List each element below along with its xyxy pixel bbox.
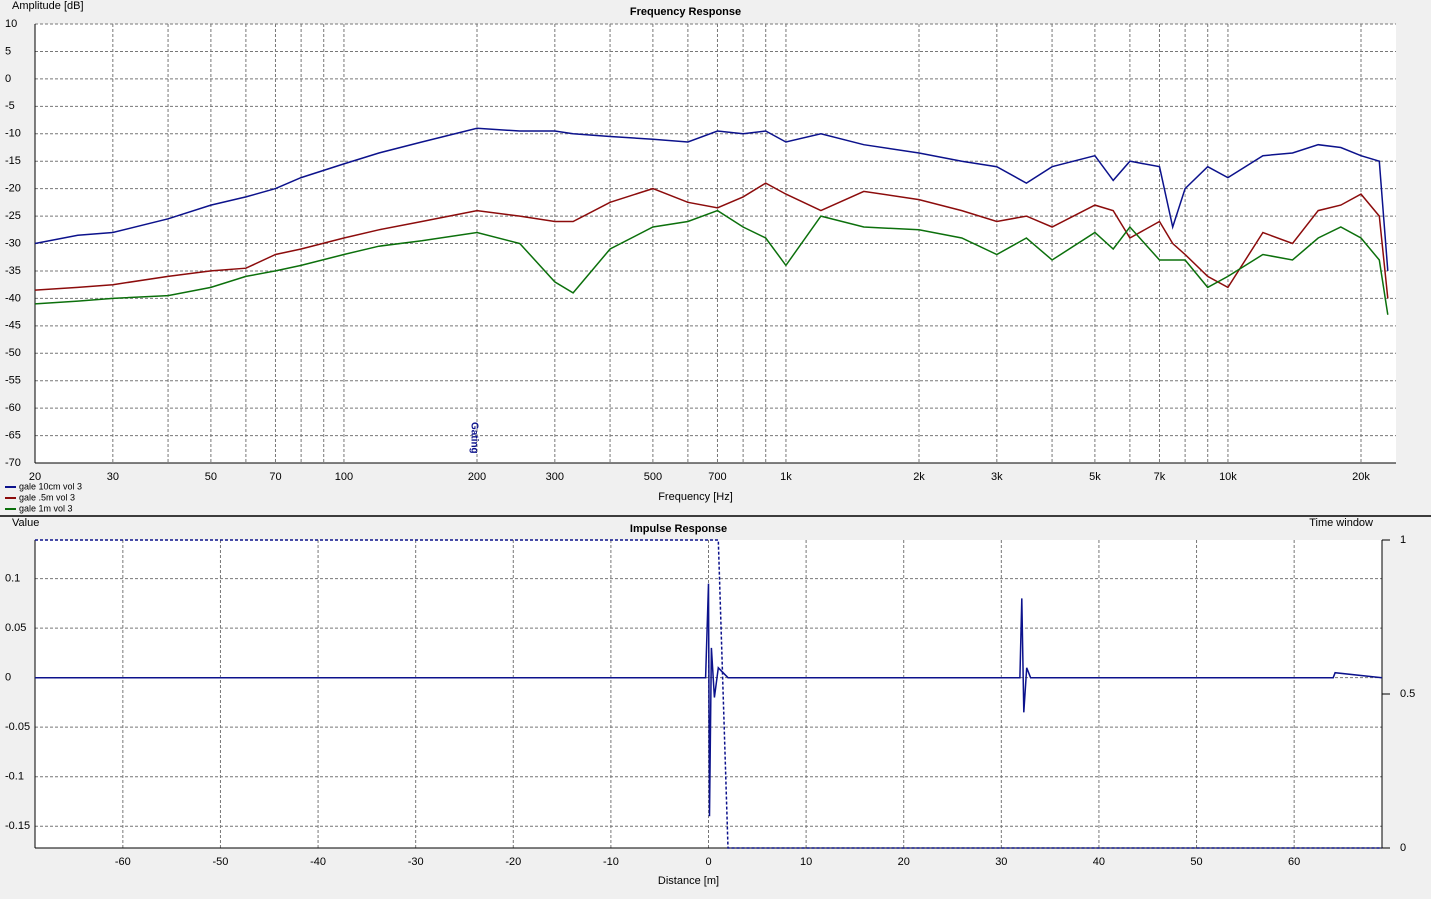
x-tick-label: 2k: [913, 471, 925, 483]
y-tick-label: 0.05: [5, 622, 26, 634]
gating-marker: Gating: [468, 422, 479, 454]
series-line: [34, 209, 1389, 315]
x-tick-label: 30: [107, 471, 119, 483]
y-axis-label: Value: [12, 517, 39, 529]
x-tick-label: 500: [644, 471, 662, 483]
y2-tick-label: 0: [1400, 842, 1406, 854]
legend-label: gale 1m vol 3: [19, 503, 73, 513]
y-tick-label: -55: [5, 375, 21, 387]
x-tick-label: -30: [408, 856, 424, 868]
x-tick-label: 1k: [780, 471, 792, 483]
x-tick-label: 10: [800, 856, 812, 868]
y-tick-label: -35: [5, 265, 21, 277]
x-axis-label: Frequency [Hz]: [658, 491, 733, 503]
x-tick-label: 0: [705, 856, 711, 868]
series-line: [34, 182, 1389, 299]
y-tick-label: -0.05: [5, 721, 30, 733]
x-tick-label: 300: [546, 471, 564, 483]
y-axis-label: Amplitude [dB]: [12, 0, 84, 12]
y-tick-label: -30: [5, 237, 21, 249]
x-tick-label: 100: [335, 471, 353, 483]
x-tick-label: 50: [205, 471, 217, 483]
x-tick-label: 70: [269, 471, 281, 483]
y-tick-label: -50: [5, 347, 21, 359]
x-tick-label: 200: [468, 471, 486, 483]
series-line: [35, 583, 1383, 817]
legend-label: gale 10cm vol 3: [19, 481, 82, 491]
x-tick-label: 5k: [1089, 471, 1101, 483]
chart-title: Impulse Response: [630, 523, 727, 535]
chart-title: Frequency Response: [630, 6, 741, 18]
x-tick-label: 7k: [1154, 471, 1166, 483]
y-tick-label: -25: [5, 210, 21, 222]
x-axis-label: Distance [m]: [658, 875, 719, 887]
y-tick-label: -15: [5, 155, 21, 167]
y-tick-label: -5: [5, 100, 15, 112]
x-tick-label: -60: [115, 856, 131, 868]
legend-label: gale .5m vol 3: [19, 492, 75, 502]
series-line: [35, 539, 1382, 849]
y-tick-label: 5: [5, 45, 11, 57]
x-tick-label: -40: [310, 856, 326, 868]
x-tick-label: 30: [995, 856, 1007, 868]
x-tick-label: 40: [1093, 856, 1105, 868]
x-tick-label: -50: [213, 856, 229, 868]
x-tick-label: 700: [708, 471, 726, 483]
y-tick-label: -10: [5, 128, 21, 140]
y-tick-label: -40: [5, 292, 21, 304]
y-tick-label: -20: [5, 183, 21, 195]
x-tick-label: 10k: [1219, 471, 1237, 483]
y-tick-label: -0.1: [5, 771, 24, 783]
x-tick-label: 20: [29, 471, 41, 483]
y-tick-label: 10: [5, 18, 17, 30]
y2-tick-label: 1: [1400, 534, 1406, 546]
y-tick-label: 0.1: [5, 573, 20, 585]
x-tick-label: 20k: [1352, 471, 1370, 483]
x-tick-label: -10: [603, 856, 619, 868]
series-line: [34, 127, 1389, 271]
y2-axis-label: Time window: [1309, 517, 1373, 529]
y-tick-label: 0: [5, 672, 11, 684]
y-tick-label: -0.15: [5, 820, 30, 832]
x-tick-label: 3k: [991, 471, 1003, 483]
y-tick-label: -45: [5, 320, 21, 332]
x-tick-label: 60: [1288, 856, 1300, 868]
y-tick-label: -60: [5, 402, 21, 414]
y-tick-label: 0: [5, 73, 11, 85]
y-tick-label: -65: [5, 429, 21, 441]
y-tick-label: -70: [5, 457, 21, 469]
x-tick-label: -20: [505, 856, 521, 868]
x-tick-label: 50: [1190, 856, 1202, 868]
x-tick-label: 20: [898, 856, 910, 868]
y2-tick-label: 0.5: [1400, 688, 1415, 700]
